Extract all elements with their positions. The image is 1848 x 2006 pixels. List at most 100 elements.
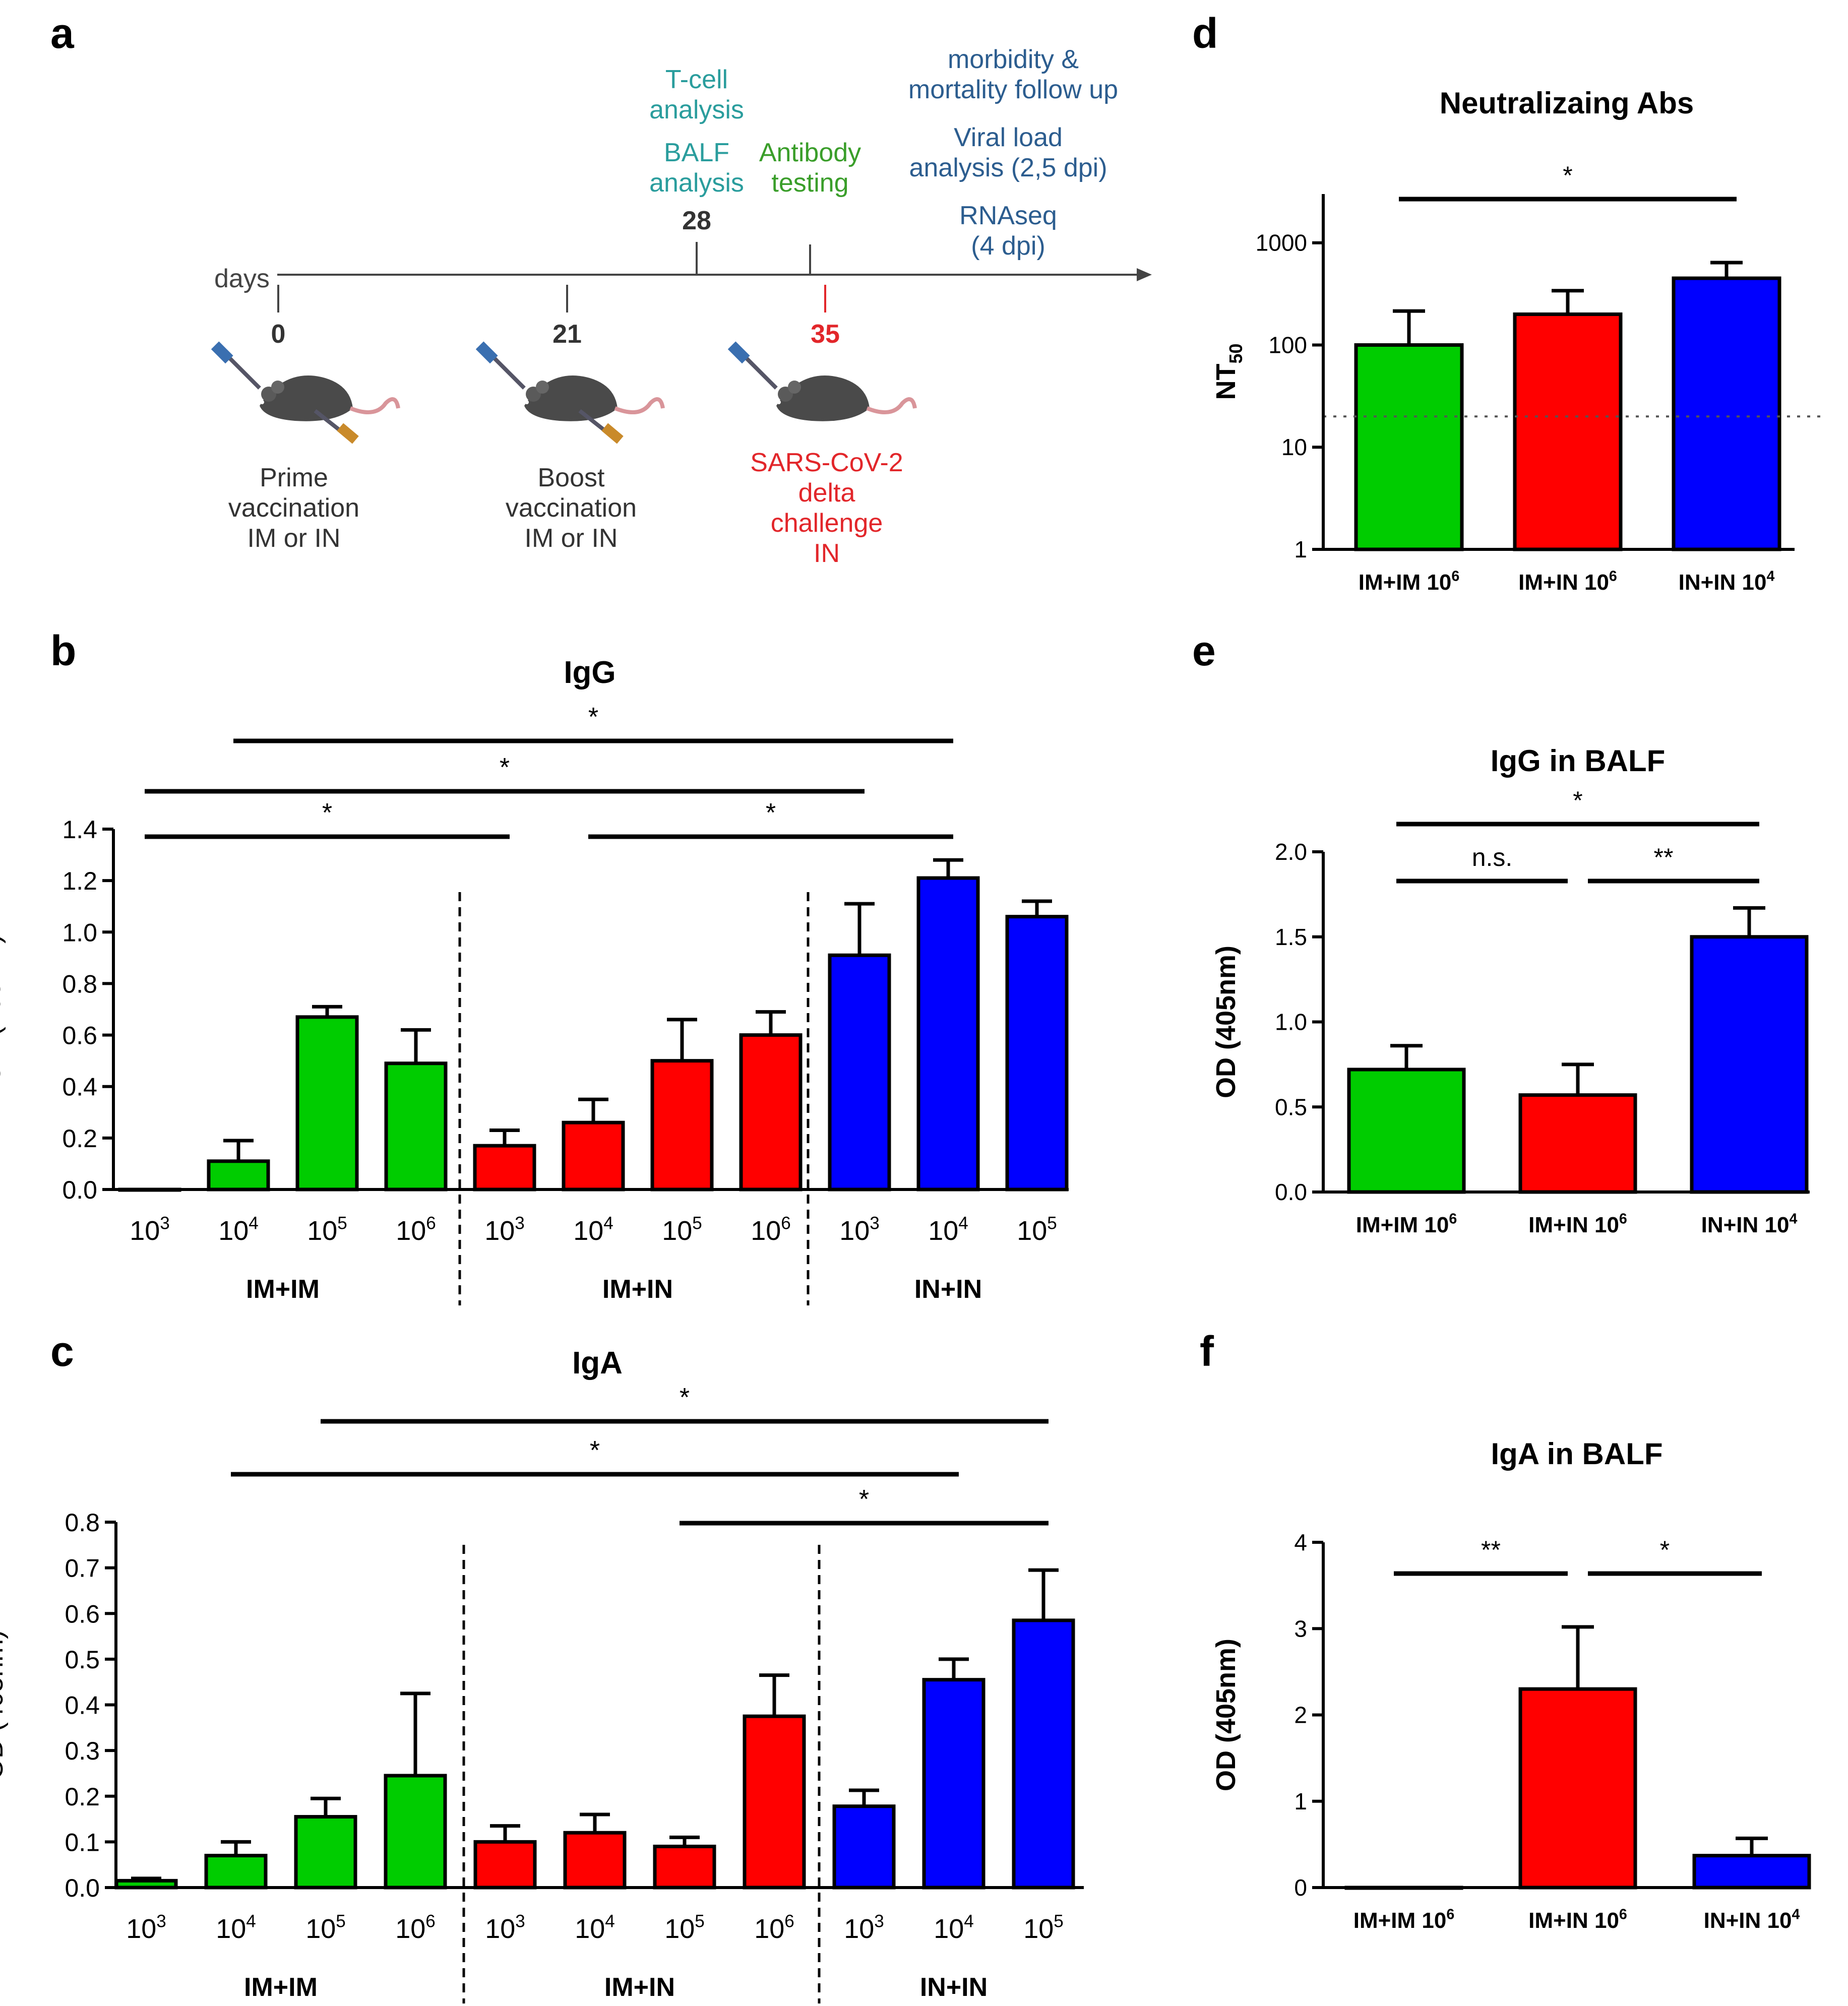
x-tick-label-exponent: 6 xyxy=(1451,568,1459,584)
vaccination-timeline: days 0 21 28 35 T-cell analysis BALF ana… xyxy=(211,45,1152,568)
x-tick-label: 103 xyxy=(130,1213,170,1246)
y-tick-label: 10 xyxy=(1281,434,1307,460)
x-tick-label-exponent: 3 xyxy=(874,1911,884,1931)
bar-in-in-10e3 xyxy=(828,953,891,1192)
timeline-axis-label: days xyxy=(214,264,270,293)
y-tick-label: 0.3 xyxy=(65,1737,100,1765)
x-tick-label-exponent: 5 xyxy=(695,1911,705,1931)
antibody-testing-line1: Antibody xyxy=(759,138,861,167)
bar-in-in-10e5 xyxy=(1012,1618,1075,1890)
x-tick-label: 103 xyxy=(126,1911,166,1944)
panel-letter-c: c xyxy=(50,1328,74,1375)
chart-title: IgG xyxy=(564,655,615,690)
panel-letter-a: a xyxy=(50,10,75,57)
followup-line6: (4 dpi) xyxy=(971,231,1045,261)
group-label: IM+IN xyxy=(604,1973,675,2002)
y-tick-label: 0.4 xyxy=(62,1073,97,1101)
x-tick-label-exponent: 6 xyxy=(1609,568,1617,584)
bar-in-in xyxy=(1690,935,1809,1194)
panel-letter-b: b xyxy=(50,627,76,674)
x-tick-label-base: 10 xyxy=(396,1216,426,1246)
timeline-day0-label: 0 xyxy=(271,320,286,349)
x-tick-label-base: 10 xyxy=(839,1216,870,1246)
x-tick-label: 103 xyxy=(484,1213,525,1246)
x-tick-label: IN+IN 104 xyxy=(1701,1211,1798,1237)
y-tick-label: 0 xyxy=(1294,1874,1307,1901)
x-tick-label: 106 xyxy=(751,1213,791,1246)
x-tick-label-exponent: 6 xyxy=(426,1213,436,1233)
x-tick-label-base: 10 xyxy=(662,1216,692,1246)
bar-im-in-10e3 xyxy=(473,1840,537,1890)
x-tick-label-text: IN+IN 10 xyxy=(1704,1908,1792,1933)
chart-d: IM+IM 106 IM+IN 106 IN+IN 1041101001000NT5… xyxy=(1211,86,1825,595)
bar-in-in xyxy=(1672,276,1781,551)
x-tick-label: 105 xyxy=(1017,1213,1057,1246)
x-tick-label-exponent: 5 xyxy=(337,1213,347,1233)
group-label: IM+IM xyxy=(244,1973,318,2002)
significance-label: * xyxy=(1573,786,1582,814)
bar-im-im-10e6 xyxy=(384,1061,448,1192)
x-tick-label-exponent: 4 xyxy=(605,1911,615,1931)
bar-im-im-10e6 xyxy=(384,1774,447,1890)
y-tick-label: 1.0 xyxy=(62,918,97,947)
significance-label: * xyxy=(590,1436,600,1465)
followup-line2: mortality follow up xyxy=(908,75,1118,104)
x-tick-label: 104 xyxy=(218,1213,259,1246)
balf-analysis-line2: analysis xyxy=(649,168,744,198)
y-tick-label: 0.7 xyxy=(65,1554,100,1583)
x-tick-label-exponent: 4 xyxy=(603,1213,613,1233)
bar-im-in-10e4 xyxy=(562,1120,625,1192)
x-tick-label-exponent: 4 xyxy=(1766,568,1774,584)
followup-line5: RNAseq xyxy=(959,201,1057,230)
x-tick-label: 104 xyxy=(575,1911,615,1944)
x-tick-label: 106 xyxy=(396,1213,436,1246)
x-tick-label-exponent: 6 xyxy=(1446,1906,1454,1922)
x-tick-label-exponent: 5 xyxy=(336,1911,346,1931)
x-tick-label-base: 10 xyxy=(575,1914,605,1944)
x-tick-label-base: 10 xyxy=(126,1914,156,1944)
x-tick-label-exponent: 6 xyxy=(425,1911,436,1931)
x-tick-label: IM+IM 106 xyxy=(1356,1211,1457,1237)
x-tick-label: 103 xyxy=(839,1213,880,1246)
x-tick-label-base: 10 xyxy=(484,1216,515,1246)
x-tick-label: IN+IN 104 xyxy=(1679,568,1775,595)
y-tick-label: 0.8 xyxy=(62,970,97,998)
x-tick-label-text: IM+IN 10 xyxy=(1528,1213,1619,1237)
bar-im-im-10e4 xyxy=(207,1159,270,1192)
x-tick-label-base: 10 xyxy=(1023,1914,1054,1944)
x-tick-label-exponent: 5 xyxy=(1054,1911,1064,1931)
x-tick-label-base: 10 xyxy=(216,1914,246,1944)
y-axis-label: OD (405nm) xyxy=(1211,1639,1241,1791)
x-tick-label-base: 10 xyxy=(485,1914,515,1944)
timeline-day21-label: 21 xyxy=(552,320,582,349)
boost-caption-line3: IM or IN xyxy=(525,524,618,553)
bar-im-im xyxy=(1354,343,1464,551)
y-tick-label: 0.1 xyxy=(65,1828,100,1856)
y-tick-label: 1 xyxy=(1294,1788,1307,1814)
x-tick-label-base: 10 xyxy=(928,1216,958,1246)
y-tick-label: 0.5 xyxy=(1275,1094,1307,1120)
x-tick-label-text: IM+IM 10 xyxy=(1353,1908,1447,1933)
bar-im-im xyxy=(1347,1068,1466,1194)
boost-caption-line1: Boost xyxy=(538,463,605,492)
followup-line3: Viral load xyxy=(954,123,1063,152)
bar-im-in-10e5 xyxy=(653,1844,716,1890)
y-tick-label: 0.2 xyxy=(62,1124,97,1153)
y-tick-label: 1000 xyxy=(1256,230,1307,256)
y-tick-label: 1.5 xyxy=(1275,924,1307,950)
bar-im-in-10e4 xyxy=(563,1831,627,1890)
bar-im-im-10e5 xyxy=(295,1015,359,1192)
challenge-caption-line2: delta xyxy=(798,478,855,508)
x-tick-label-base: 10 xyxy=(130,1216,160,1246)
group-label: IM+IM xyxy=(246,1275,320,1304)
bar-im-im-10e5 xyxy=(294,1815,357,1890)
boost-caption-line2: vaccination xyxy=(506,493,637,523)
panel-letter-f: f xyxy=(1200,1328,1214,1375)
x-tick-label: 103 xyxy=(844,1911,884,1944)
y-tick-label: 1.2 xyxy=(62,867,97,895)
x-tick-label-exponent: 5 xyxy=(1047,1213,1057,1233)
